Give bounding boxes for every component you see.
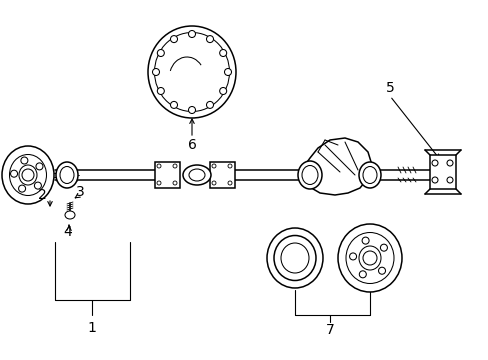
- Text: 7: 7: [325, 323, 334, 337]
- Text: 4: 4: [63, 225, 72, 239]
- Ellipse shape: [362, 166, 376, 184]
- Circle shape: [157, 164, 161, 168]
- Ellipse shape: [154, 32, 229, 112]
- Circle shape: [349, 253, 356, 260]
- Circle shape: [173, 181, 177, 185]
- Circle shape: [212, 164, 216, 168]
- Ellipse shape: [281, 243, 308, 273]
- Circle shape: [224, 68, 231, 76]
- Circle shape: [22, 169, 34, 181]
- Circle shape: [431, 160, 437, 166]
- Circle shape: [11, 170, 18, 177]
- Circle shape: [173, 164, 177, 168]
- Circle shape: [446, 160, 452, 166]
- Circle shape: [170, 36, 177, 42]
- Ellipse shape: [302, 166, 317, 184]
- Circle shape: [152, 68, 159, 76]
- Ellipse shape: [266, 228, 323, 288]
- Circle shape: [157, 49, 164, 57]
- Ellipse shape: [189, 169, 204, 181]
- Circle shape: [362, 251, 376, 265]
- Ellipse shape: [358, 162, 380, 188]
- Ellipse shape: [346, 233, 393, 284]
- Bar: [155, 162, 180, 188]
- Circle shape: [157, 87, 164, 94]
- Text: 6: 6: [187, 138, 196, 152]
- Bar: [209, 162, 235, 188]
- Circle shape: [170, 102, 177, 108]
- Circle shape: [34, 182, 41, 189]
- Circle shape: [188, 31, 195, 37]
- Circle shape: [227, 181, 231, 185]
- Circle shape: [361, 237, 368, 244]
- Ellipse shape: [65, 211, 75, 219]
- Circle shape: [206, 36, 213, 42]
- Circle shape: [219, 49, 226, 57]
- Ellipse shape: [297, 161, 321, 189]
- Ellipse shape: [183, 165, 210, 185]
- Circle shape: [21, 157, 28, 164]
- Circle shape: [359, 271, 366, 278]
- Circle shape: [212, 181, 216, 185]
- Circle shape: [157, 181, 161, 185]
- Ellipse shape: [2, 146, 54, 204]
- Circle shape: [219, 87, 226, 94]
- Bar: [429, 155, 455, 189]
- Circle shape: [446, 177, 452, 183]
- Circle shape: [431, 177, 437, 183]
- Ellipse shape: [56, 162, 78, 188]
- Ellipse shape: [19, 165, 37, 185]
- Circle shape: [188, 107, 195, 113]
- Circle shape: [380, 244, 386, 251]
- Circle shape: [378, 267, 385, 274]
- Text: 1: 1: [87, 321, 96, 335]
- Circle shape: [206, 102, 213, 108]
- Text: 3: 3: [76, 185, 84, 199]
- Ellipse shape: [60, 166, 74, 184]
- Polygon shape: [303, 138, 371, 195]
- Ellipse shape: [148, 26, 236, 118]
- Ellipse shape: [273, 235, 315, 280]
- Circle shape: [19, 185, 25, 192]
- Circle shape: [227, 164, 231, 168]
- Ellipse shape: [337, 224, 401, 292]
- Ellipse shape: [9, 154, 46, 195]
- Circle shape: [36, 163, 43, 170]
- Text: 5: 5: [385, 81, 393, 95]
- Text: 2: 2: [38, 188, 46, 202]
- Ellipse shape: [358, 246, 380, 270]
